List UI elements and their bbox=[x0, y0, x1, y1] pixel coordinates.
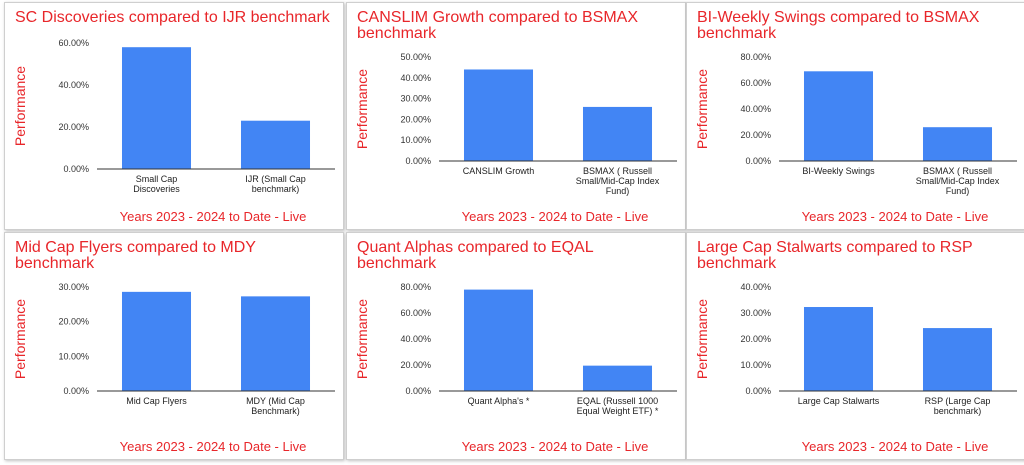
x-axis-label: Years 2023 - 2024 to Date - Live bbox=[802, 209, 989, 224]
y-tick-label: 10.00% bbox=[58, 351, 89, 361]
y-tick-label: 60.00% bbox=[740, 78, 771, 88]
x-tick-label: IJR (Small Cap benchmark) bbox=[245, 174, 306, 194]
y-tick-label: 20.00% bbox=[740, 334, 771, 344]
chart-panel: 0.00% 20.00% 40.00% 60.00% Performance Years … bbox=[4, 2, 344, 230]
chart-title: SC Discoveries compared to IJR benchmark bbox=[15, 9, 330, 26]
bar bbox=[463, 289, 534, 391]
x-tick-label: Large Cap Stalwarts bbox=[797, 396, 880, 406]
bar bbox=[922, 328, 993, 391]
y-axis-label: Performance bbox=[12, 299, 28, 379]
bar bbox=[121, 47, 192, 170]
y-tick-label: 30.00% bbox=[400, 94, 431, 104]
y-tick-label: 20.00% bbox=[400, 114, 431, 124]
x-tick-label: BSMAX ( Russell Small/Mid-Cap Index Fund… bbox=[915, 166, 1000, 196]
y-tick-label: 30.00% bbox=[58, 282, 89, 292]
chart-panel: 0.00% 10.00% 20.00% 30.00% 40.00% Performance… bbox=[686, 232, 1024, 460]
x-tick-label: EQAL (Russell 1000 Equal Weight ETF) * bbox=[576, 396, 659, 416]
y-tick-label: 60.00% bbox=[58, 38, 89, 48]
bar bbox=[582, 365, 653, 391]
y-tick-label: 40.00% bbox=[400, 73, 431, 83]
x-axis-label: Years 2023 - 2024 to Date - Live bbox=[802, 439, 989, 454]
x-axis-label: Years 2023 - 2024 to Date - Live bbox=[462, 439, 649, 454]
y-tick-label: 0.00% bbox=[63, 164, 89, 174]
x-tick-label: Quant Alpha's * bbox=[467, 396, 530, 406]
chart-title: Quant Alphas compared to EQAL benchmark bbox=[357, 239, 593, 272]
y-tick-label: 60.00% bbox=[400, 308, 431, 318]
y-tick-label: 0.00% bbox=[745, 156, 771, 166]
chart: 0.00% 20.00% 40.00% 60.00% 80.00% Performance… bbox=[694, 52, 1017, 224]
y-tick-label: 40.00% bbox=[740, 282, 771, 292]
x-tick-label: Mid Cap Flyers bbox=[126, 396, 187, 406]
y-tick-label: 80.00% bbox=[740, 52, 771, 62]
y-axis-label: Performance bbox=[354, 299, 370, 379]
bar bbox=[463, 69, 534, 161]
chart-panel: 0.00% 20.00% 40.00% 60.00% 80.00% Performance… bbox=[686, 2, 1024, 230]
bar bbox=[582, 106, 653, 161]
y-tick-label: 20.00% bbox=[58, 317, 89, 327]
x-tick-label: RSP (Large Cap benchmark) bbox=[924, 396, 991, 416]
y-tick-label: 10.00% bbox=[740, 360, 771, 370]
chart-title: Large Cap Stalwarts compared to RSP benc… bbox=[697, 239, 973, 272]
x-tick-label: BSMAX ( Russell Small/Mid-Cap Index Fund… bbox=[575, 166, 660, 196]
chart-panel: 0.00% 20.00% 40.00% 60.00% 80.00% Performance… bbox=[346, 232, 686, 460]
y-tick-label: 50.00% bbox=[400, 52, 431, 62]
y-axis-label: Performance bbox=[694, 299, 710, 379]
x-axis-label: Years 2023 - 2024 to Date - Live bbox=[120, 209, 307, 224]
x-axis-label: Years 2023 - 2024 to Date - Live bbox=[462, 209, 649, 224]
chart: 0.00% 10.00% 20.00% 30.00% 40.00% Performance… bbox=[694, 282, 1017, 454]
x-tick-label: MDY (Mid Cap Benchmark) bbox=[246, 396, 305, 416]
y-axis-label: Performance bbox=[12, 66, 28, 146]
chart: 0.00% 20.00% 40.00% 60.00% Performance Years … bbox=[12, 38, 335, 224]
chart-panel: 0.00% 10.00% 20.00% 30.00% 40.00% 50.00% Perfo… bbox=[346, 2, 686, 230]
chart-title: Mid Cap Flyers compared to MDY benchmark bbox=[15, 239, 256, 272]
y-tick-label: 0.00% bbox=[745, 386, 771, 396]
bar bbox=[121, 291, 192, 391]
x-tick-label: BI-Weekly Swings bbox=[802, 166, 875, 176]
bar bbox=[922, 127, 993, 161]
x-axis-label: Years 2023 - 2024 to Date - Live bbox=[120, 439, 307, 454]
chart-title: CANSLIM Growth compared to BSMAX benchma… bbox=[357, 9, 638, 42]
x-tick-label: CANSLIM Growth bbox=[462, 166, 535, 176]
y-tick-label: 30.00% bbox=[740, 308, 771, 318]
y-tick-label: 20.00% bbox=[400, 360, 431, 370]
x-tick-label: Small Cap Discoveries bbox=[133, 174, 180, 194]
bar bbox=[803, 71, 874, 161]
y-tick-label: 20.00% bbox=[740, 130, 771, 140]
y-tick-label: 0.00% bbox=[405, 386, 431, 396]
chart: 0.00% 20.00% 40.00% 60.00% 80.00% Performance… bbox=[354, 282, 677, 454]
y-tick-label: 40.00% bbox=[740, 104, 771, 114]
chart-title: BI-Weekly Swings compared to BSMAX bench… bbox=[697, 9, 980, 42]
y-axis-label: Performance bbox=[694, 69, 710, 149]
y-tick-label: 40.00% bbox=[58, 80, 89, 90]
y-tick-label: 0.00% bbox=[405, 156, 431, 166]
y-tick-label: 40.00% bbox=[400, 334, 431, 344]
y-axis-label: Performance bbox=[354, 69, 370, 149]
chart: 0.00% 10.00% 20.00% 30.00% 40.00% 50.00% Perfo… bbox=[354, 52, 677, 224]
y-tick-label: 80.00% bbox=[400, 282, 431, 292]
y-tick-label: 20.00% bbox=[58, 122, 89, 132]
y-tick-label: 10.00% bbox=[400, 135, 431, 145]
chart: 0.00% 10.00% 20.00% 30.00% Performance Years … bbox=[12, 282, 335, 454]
bar bbox=[240, 120, 311, 169]
bar bbox=[803, 307, 874, 391]
y-tick-label: 0.00% bbox=[63, 386, 89, 396]
bar bbox=[240, 296, 311, 391]
chart-panel: 0.00% 10.00% 20.00% 30.00% Performance Years … bbox=[4, 232, 344, 460]
